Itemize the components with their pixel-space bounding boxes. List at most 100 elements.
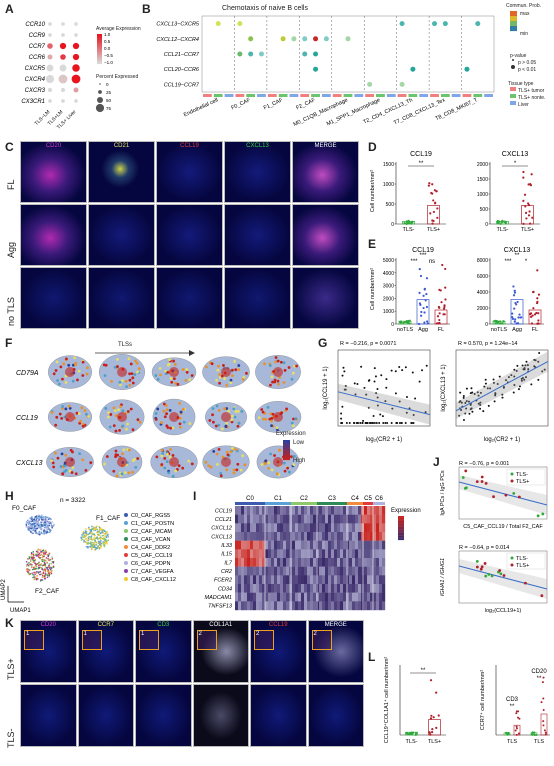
f-spot bbox=[287, 366, 291, 369]
panel-b-dotplot: CXCL13−CXCR5CXCL12−CXCR4CCL21−CCR7CCL20−… bbox=[156, 11, 517, 128]
h-umap-point bbox=[106, 534, 109, 537]
f-spot bbox=[273, 380, 277, 384]
i-heat-cell bbox=[250, 566, 254, 576]
j-point bbox=[492, 495, 495, 499]
b-tissue-bar bbox=[462, 94, 472, 97]
i-heat-cell bbox=[274, 514, 278, 524]
g-point bbox=[384, 422, 387, 424]
i-heat-cell bbox=[280, 566, 284, 576]
panel-b: Chemotaxis of naive B cells CXCL13−CXCR5… bbox=[142, 2, 554, 138]
h-umap-point bbox=[104, 535, 107, 538]
i-heat-cell bbox=[313, 575, 317, 585]
i-heat-cell bbox=[247, 558, 251, 567]
i-heat-cell bbox=[337, 514, 341, 524]
h-umap-point bbox=[42, 517, 44, 520]
c-tile bbox=[20, 267, 87, 329]
i-heat-cell bbox=[238, 532, 242, 541]
g-point bbox=[502, 386, 505, 389]
h-umap-point bbox=[89, 545, 92, 548]
h-umap-point bbox=[44, 566, 47, 568]
h-umap-point bbox=[42, 550, 44, 552]
f-spot bbox=[229, 450, 233, 454]
i-heat-cell bbox=[304, 601, 308, 611]
k-channel-label: CD20 bbox=[40, 622, 56, 628]
i-heat-cell bbox=[235, 506, 239, 515]
i-heat-cell bbox=[352, 506, 356, 515]
f-spot bbox=[68, 469, 72, 473]
d2-point bbox=[527, 214, 531, 217]
f-spot bbox=[61, 472, 65, 476]
i-heat-cell bbox=[310, 506, 314, 515]
f-spot bbox=[60, 417, 64, 420]
h-umap-point bbox=[35, 563, 38, 566]
i-heat-cell bbox=[337, 558, 341, 567]
d2-point bbox=[531, 216, 534, 219]
a-legend-gradient-step bbox=[97, 38, 102, 41]
f-spot bbox=[127, 471, 131, 475]
d-sig-label: ** bbox=[419, 161, 424, 167]
g-point bbox=[460, 401, 463, 404]
h-umap-point bbox=[46, 516, 49, 519]
i-heat-cell bbox=[286, 540, 290, 550]
h-umap-point bbox=[46, 553, 49, 556]
h-umap-point bbox=[99, 532, 102, 535]
e1-point bbox=[418, 302, 422, 305]
f-legend-gradient-step bbox=[283, 443, 290, 445]
h-umap-point bbox=[107, 539, 110, 541]
i-heat-cell bbox=[280, 506, 284, 515]
l2-point bbox=[544, 731, 547, 734]
i-heat-cell bbox=[298, 558, 302, 567]
f-spot bbox=[116, 453, 120, 457]
i-heat-cell bbox=[250, 532, 254, 541]
f-spot bbox=[171, 474, 175, 478]
h-umap-point bbox=[44, 564, 46, 566]
l1-xtick: TLS+ bbox=[428, 739, 441, 745]
f-spot bbox=[129, 407, 133, 411]
g-point bbox=[538, 352, 541, 354]
f-spot bbox=[83, 409, 87, 413]
g-point bbox=[366, 422, 369, 424]
h-umap-point bbox=[28, 527, 30, 529]
j-point bbox=[464, 469, 468, 473]
h-umap-point bbox=[96, 525, 98, 528]
b-dot bbox=[248, 36, 254, 42]
i-heat-cell bbox=[241, 514, 245, 524]
i-heat-cell bbox=[238, 558, 242, 567]
h-umap-point bbox=[39, 532, 42, 535]
i-heat-cell bbox=[319, 558, 323, 567]
e1-bar bbox=[434, 309, 448, 325]
i-heat-cell bbox=[244, 549, 248, 559]
f-spot bbox=[104, 363, 108, 367]
h-umap-point bbox=[32, 527, 34, 530]
f-legend-gradient-step bbox=[283, 450, 290, 452]
i-heat-cell bbox=[304, 566, 308, 576]
j-point bbox=[480, 480, 484, 483]
b-dot bbox=[280, 36, 286, 42]
e2-point bbox=[511, 317, 515, 320]
h-umap-point bbox=[38, 526, 40, 528]
i-heat-cell bbox=[325, 523, 329, 533]
f-gene-label: CCL19 bbox=[16, 415, 38, 422]
i-heat-cell bbox=[367, 549, 371, 559]
i-cluster-label: C4 bbox=[351, 496, 359, 502]
i-heat-cell bbox=[256, 601, 260, 611]
g-point bbox=[479, 403, 482, 406]
h-legend-label: C1_CAF_POSTN bbox=[131, 521, 174, 527]
i-heat-cell bbox=[295, 549, 299, 559]
b-dot bbox=[302, 51, 308, 57]
g-point bbox=[404, 366, 407, 369]
i-heat-cell bbox=[250, 558, 254, 567]
e2-point bbox=[537, 319, 540, 322]
h-umap-point bbox=[35, 531, 38, 533]
i-heat-cell bbox=[361, 549, 365, 559]
i-heat-cell bbox=[349, 575, 353, 585]
e2-point bbox=[517, 316, 520, 319]
g-point bbox=[400, 422, 403, 424]
i-heat-cell bbox=[271, 575, 275, 585]
i-heat-cell bbox=[376, 549, 380, 559]
e2-point bbox=[511, 312, 514, 315]
g-point bbox=[477, 402, 480, 405]
i-legend-gradient-step bbox=[398, 520, 404, 523]
i-heat-cell bbox=[250, 540, 254, 550]
d2-ytick: 2000 bbox=[477, 162, 488, 168]
